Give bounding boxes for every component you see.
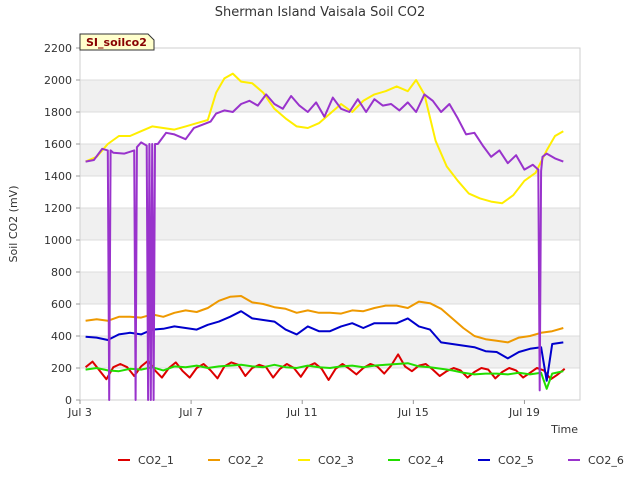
x-tick-label: Jul 7 xyxy=(178,406,203,419)
y-tick-label: 1400 xyxy=(44,170,72,183)
chart-title: Sherman Island Vaisala Soil CO2 xyxy=(215,5,425,20)
x-ticks: Jul 3 Jul 7 Jul 11 Jul 15 Jul 19 xyxy=(67,400,540,419)
series-line-co2-2 xyxy=(85,295,564,344)
y-tick-label: 1000 xyxy=(44,234,72,247)
site-tag-label: SI_soilco2 xyxy=(86,36,147,49)
grid-band xyxy=(80,336,580,368)
plot-bands xyxy=(80,80,580,368)
grid-band xyxy=(80,144,580,176)
plot-frame xyxy=(79,47,581,401)
series-line-co2-6 xyxy=(85,93,564,401)
x-axis-label: Time xyxy=(550,423,578,436)
grid-band xyxy=(80,80,580,112)
y-ticks: 0 200 400 600 800 1000 1200 1400 1600 1800 2000 220… xyxy=(44,42,80,407)
legend-label: CO2_1 xyxy=(138,454,174,467)
legend-label: CO2_3 xyxy=(318,454,354,467)
y-tick-label: 200 xyxy=(51,362,72,375)
y-tick-label: 2000 xyxy=(44,74,72,87)
series-line-co2-3 xyxy=(85,72,564,205)
x-tick-label: Jul 11 xyxy=(286,406,318,419)
series-group xyxy=(84,72,566,401)
series-line-co2-5 xyxy=(85,310,564,382)
x-tick-label: Jul 19 xyxy=(508,406,540,419)
y-tick-label: 1800 xyxy=(44,106,72,119)
legend-label: CO2_6 xyxy=(588,454,624,467)
x-tick-label: Jul 15 xyxy=(397,406,429,419)
legend-label: CO2_2 xyxy=(228,454,264,467)
y-tick-label: 2200 xyxy=(44,42,72,55)
site-tag: SI_soilco2 xyxy=(79,33,155,51)
legend: CO2_1 CO2_2 CO2_3 CO2_4 CO2_5 CO2_6 xyxy=(118,454,624,467)
y-tick-label: 400 xyxy=(51,330,72,343)
legend-label: CO2_4 xyxy=(408,454,444,467)
series-line-co2-1 xyxy=(84,353,566,381)
series-line-co2-4 xyxy=(85,362,564,390)
y-tick-label: 600 xyxy=(51,298,72,311)
site-tag-box xyxy=(79,33,155,51)
grid-band xyxy=(80,208,580,240)
y-tick-label: 1200 xyxy=(44,202,72,215)
y-tick-label: 800 xyxy=(51,266,72,279)
grid-band xyxy=(80,272,580,304)
y-tick-label: 1600 xyxy=(44,138,72,151)
y-axis-label: Soil CO2 (mV) xyxy=(7,186,20,263)
y-tick-label: 0 xyxy=(65,394,72,407)
x-tick-label: Jul 3 xyxy=(67,406,92,419)
legend-label: CO2_5 xyxy=(498,454,534,467)
